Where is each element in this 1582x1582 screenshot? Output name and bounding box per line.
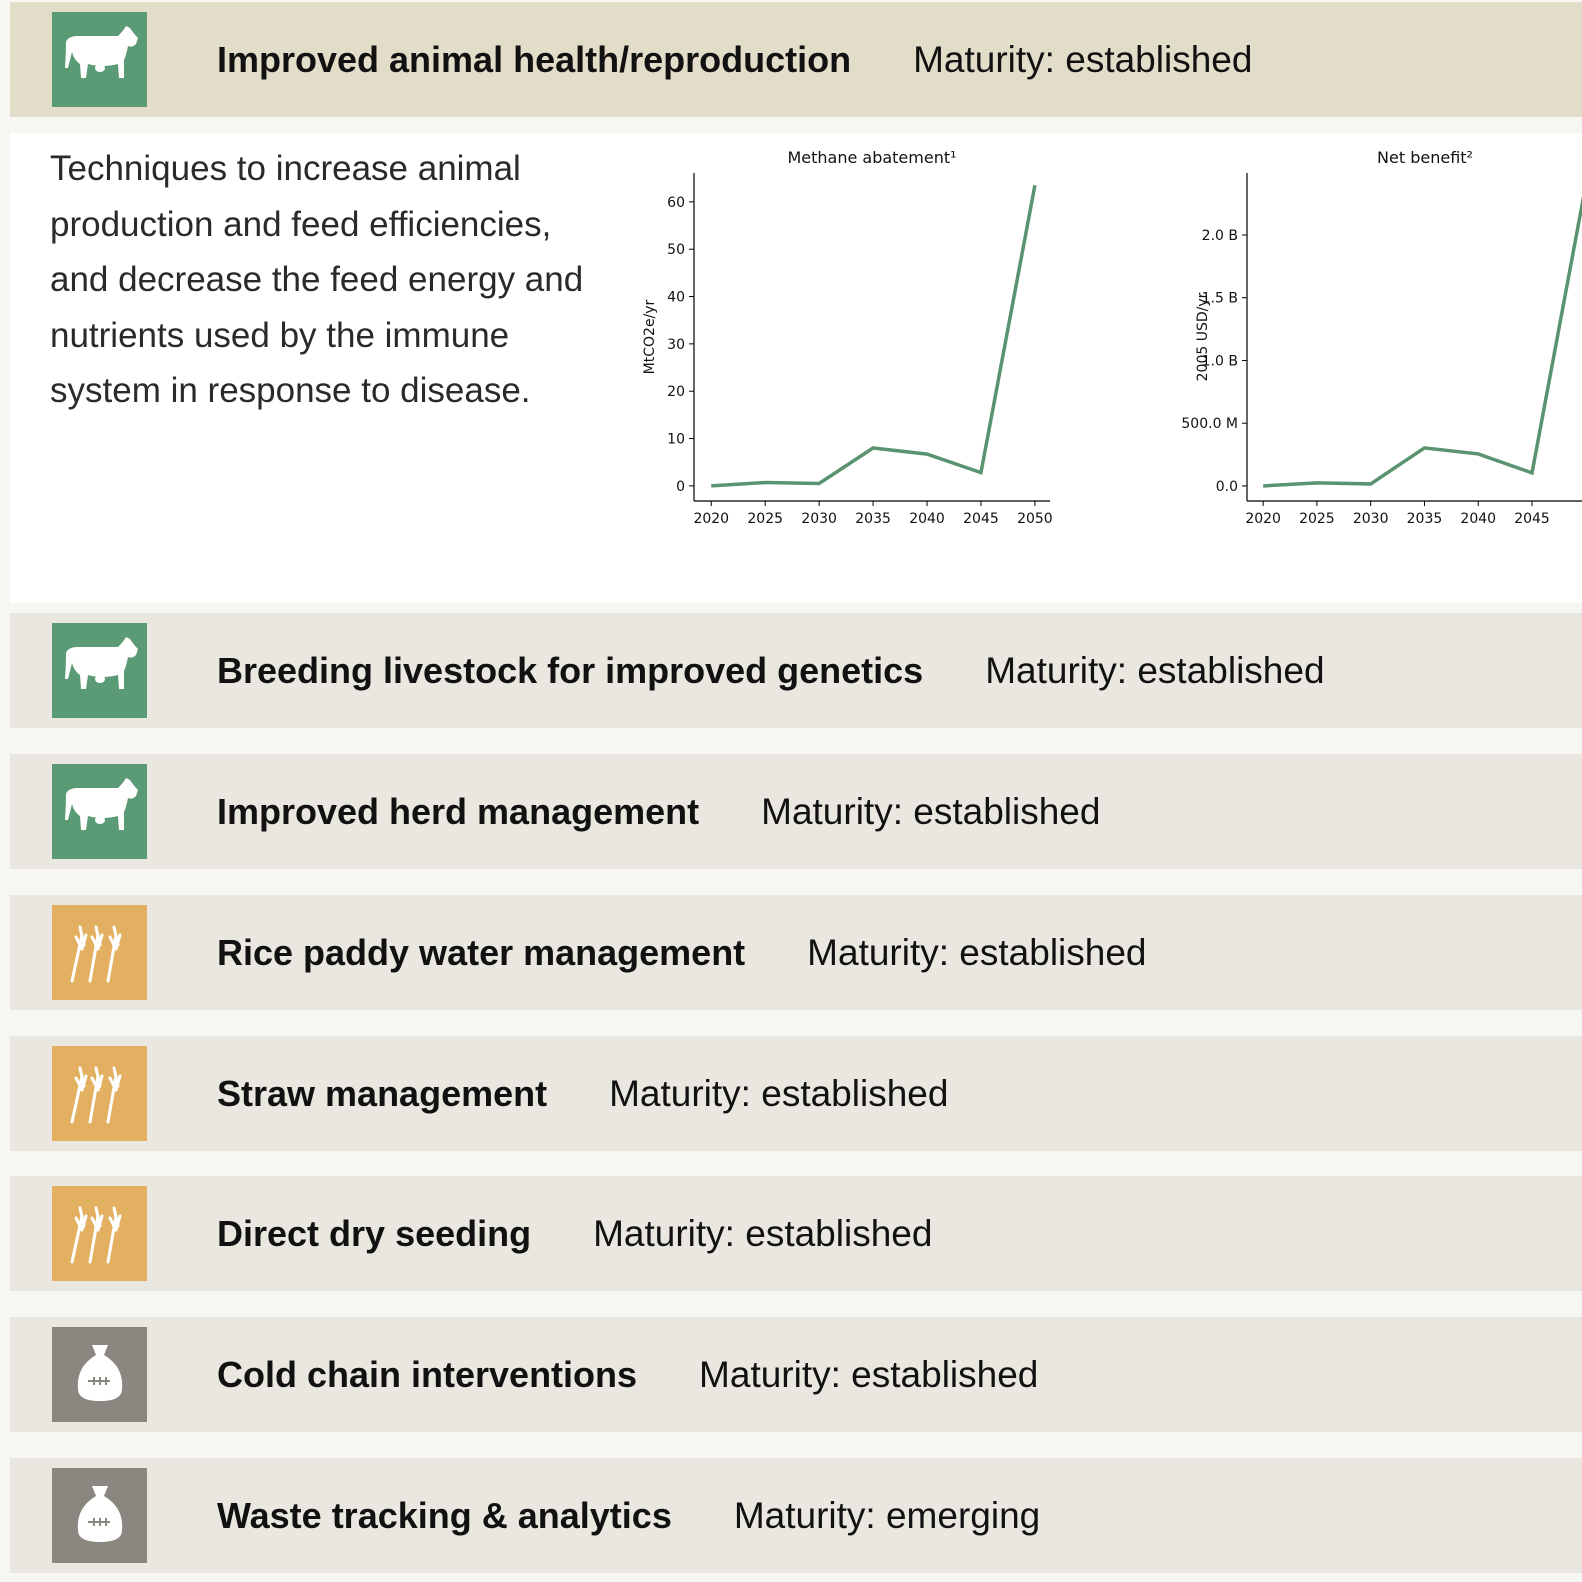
x-tick-label: 2025 <box>747 511 783 527</box>
cow-icon <box>52 12 147 107</box>
charts: Methane abatement¹MtCO2e/yr0102030405060… <box>642 148 1582 527</box>
y-tick-label: 1.0 B <box>1202 353 1238 369</box>
y-tick-label: 500.0 M <box>1181 416 1238 432</box>
item-title: Waste tracking & analytics <box>217 1494 672 1536</box>
x-tick-label: 2020 <box>1245 511 1281 527</box>
x-tick-label: 2040 <box>1460 511 1496 527</box>
data-line <box>1263 195 1582 488</box>
item-row[interactable]: Breeding livestock for improved genetics… <box>10 613 1582 728</box>
y-tick-label: 50 <box>667 242 685 258</box>
item-title: Cold chain interventions <box>217 1353 638 1395</box>
y-tick-label: 20 <box>667 384 685 400</box>
y-axis-label: MtCO2e/yr <box>642 299 658 374</box>
x-tick-label: 2045 <box>963 511 999 527</box>
item-title: Breeding livestock for improved genetics <box>217 649 924 691</box>
y-tick-label: 60 <box>667 195 685 211</box>
x-tick-label: 2035 <box>855 511 891 527</box>
y-tick-label: 2.0 B <box>1202 228 1238 244</box>
item-maturity: Maturity: established <box>985 649 1325 691</box>
x-tick-label: 2030 <box>1353 511 1389 527</box>
bag-icon <box>52 1327 147 1422</box>
item-row[interactable]: Improved herd management Maturity: establ… <box>10 754 1582 869</box>
item-maturity: Maturity: established <box>761 790 1101 832</box>
y-tick-label: 0.0 <box>1216 479 1238 495</box>
chart-title: Net benefit² <box>1377 148 1473 167</box>
item-title: Straw management <box>217 1072 548 1114</box>
item-row[interactable]: Cold chain interventions Maturity: establ… <box>10 1317 1582 1432</box>
y-tick-label: 0 <box>676 479 685 495</box>
item-row[interactable]: Straw management Maturity: established <box>10 1036 1582 1151</box>
item-maturity: Maturity: established <box>699 1353 1039 1395</box>
item-maturity: Maturity: emerging <box>733 1494 1041 1536</box>
detail-panel: Techniques to increase animal production… <box>10 133 1582 603</box>
chart-title: Methane abatement¹ <box>787 148 956 167</box>
y-tick-label: 30 <box>667 337 685 353</box>
x-tick-label: 2030 <box>801 511 837 527</box>
data-line <box>711 184 1037 488</box>
x-tick-label: 2050 <box>1017 511 1053 527</box>
y-tick-label: 40 <box>667 290 685 306</box>
item-row[interactable]: Waste tracking & analytics Maturity: emer… <box>10 1458 1582 1573</box>
item-row[interactable]: Improved animal health/reproduction Matur… <box>10 2 1582 117</box>
item-title: Improved animal health/reproduction <box>217 38 852 80</box>
wheat-icon <box>52 1186 147 1281</box>
cow-icon <box>52 623 147 718</box>
x-tick-label: 2020 <box>693 511 729 527</box>
x-tick-label: 2035 <box>1407 511 1443 527</box>
wheat-icon <box>52 1046 147 1141</box>
item-row[interactable]: Rice paddy water management Maturity: est… <box>10 895 1582 1010</box>
item-title: Rice paddy water management <box>217 931 746 973</box>
wheat-icon <box>52 905 147 1000</box>
item-title: Direct dry seeding <box>217 1212 532 1254</box>
x-tick-label: 2040 <box>909 511 945 527</box>
bag-icon <box>52 1468 147 1563</box>
cow-icon <box>52 764 147 859</box>
item-title: Improved herd management <box>217 790 700 832</box>
y-tick-label: 10 <box>667 432 685 448</box>
item-maturity: Maturity: established <box>593 1212 933 1254</box>
item-maturity: Maturity: established <box>807 931 1147 973</box>
item-maturity: Maturity: established <box>913 38 1253 80</box>
description: Techniques to increase animal production… <box>50 149 584 410</box>
x-tick-label: 2045 <box>1514 511 1550 527</box>
item-maturity: Maturity: established <box>609 1072 949 1114</box>
item-row[interactable]: Direct dry seeding Maturity: established <box>10 1176 1582 1291</box>
x-tick-label: 2025 <box>1299 511 1335 527</box>
y-axis-label: 2005 USD/yr <box>1195 292 1211 381</box>
y-tick-label: 1.5 B <box>1202 291 1238 307</box>
